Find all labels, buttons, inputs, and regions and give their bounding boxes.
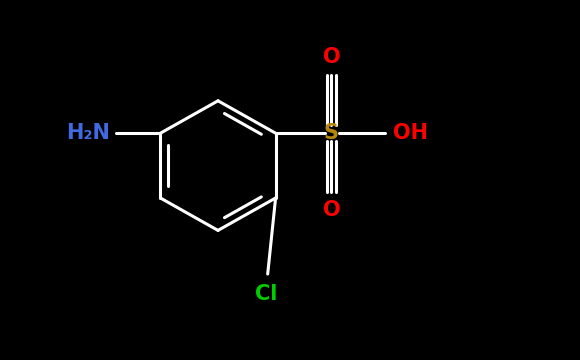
Text: Cl: Cl [255,284,278,305]
Text: OH: OH [393,123,427,143]
Text: S: S [324,123,339,143]
Text: O: O [322,200,340,220]
Text: O: O [322,46,340,67]
Text: H₂N: H₂N [66,123,110,143]
